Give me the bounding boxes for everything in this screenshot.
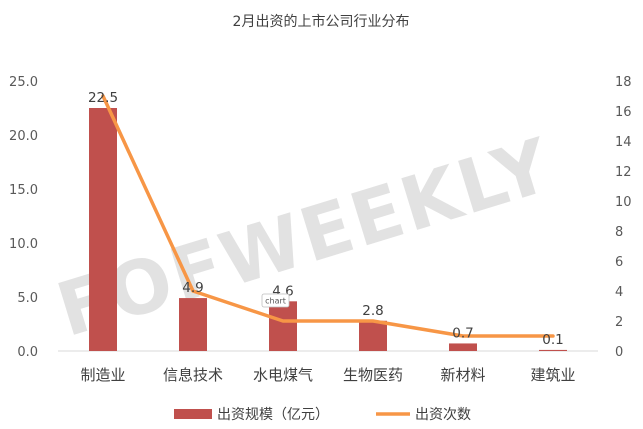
bar xyxy=(359,320,387,351)
left-tick-label: 0.0 xyxy=(17,345,38,360)
left-tick-label: 20.0 xyxy=(9,129,38,144)
bar xyxy=(269,301,297,351)
bar-series xyxy=(89,108,567,351)
svg-text:chart: chart xyxy=(265,297,286,306)
bar-data-label: 22.5 xyxy=(88,90,118,106)
left-tick-label: 5.0 xyxy=(17,291,38,306)
legend: 出资规模（亿元） 出资次数 xyxy=(174,407,471,423)
right-y-axis: 0 2 4 6 8 10 12 14 16 18 xyxy=(615,75,632,360)
category-label: 水电煤气 xyxy=(253,366,313,384)
right-tick-label: 4 xyxy=(615,285,623,300)
right-tick-label: 6 xyxy=(615,255,623,270)
bar-data-label: 0.7 xyxy=(452,325,473,341)
legend-bar-swatch xyxy=(174,409,212,419)
legend-bar-label: 出资规模（亿元） xyxy=(217,407,329,423)
bar-data-label: 0.1 xyxy=(542,332,563,348)
chart-tag: chart xyxy=(261,293,290,308)
category-label: 制造业 xyxy=(80,366,125,384)
left-tick-label: 10.0 xyxy=(9,237,38,252)
bar xyxy=(179,298,207,351)
right-tick-label: 0 xyxy=(615,345,623,360)
left-tick-label: 25.0 xyxy=(9,75,38,90)
chart-title: 2月出资的上市公司行业分布 xyxy=(233,13,410,30)
left-y-axis: 0.0 5.0 10.0 15.0 20.0 25.0 xyxy=(9,75,38,360)
right-tick-label: 14 xyxy=(615,135,632,150)
left-tick-label: 15.0 xyxy=(9,183,38,198)
right-tick-label: 12 xyxy=(615,165,632,180)
right-tick-label: 18 xyxy=(615,75,632,90)
bar xyxy=(449,343,477,351)
category-axis: 制造业 信息技术 水电煤气 生物医药 新材料 建筑业 xyxy=(80,366,575,384)
data-labels: 22.54.9 4.62.80.7 0.1 xyxy=(88,90,564,348)
bar xyxy=(539,349,567,351)
category-label: 建筑业 xyxy=(530,366,575,384)
category-label: 信息技术 xyxy=(163,366,223,384)
right-tick-label: 10 xyxy=(615,195,632,210)
line-path xyxy=(101,94,555,338)
right-tick-label: 8 xyxy=(615,225,623,240)
bar-data-label: 4.9 xyxy=(182,280,203,296)
legend-line-label: 出资次数 xyxy=(415,407,471,423)
category-label: 生物医药 xyxy=(343,366,403,384)
category-label: 新材料 xyxy=(440,366,485,384)
right-tick-label: 2 xyxy=(615,315,623,330)
watermark: FOFWEEKLY xyxy=(48,122,562,354)
line-series xyxy=(101,94,555,338)
bar xyxy=(89,108,117,351)
right-tick-label: 16 xyxy=(615,105,632,120)
bar-data-label: 2.8 xyxy=(362,303,383,319)
